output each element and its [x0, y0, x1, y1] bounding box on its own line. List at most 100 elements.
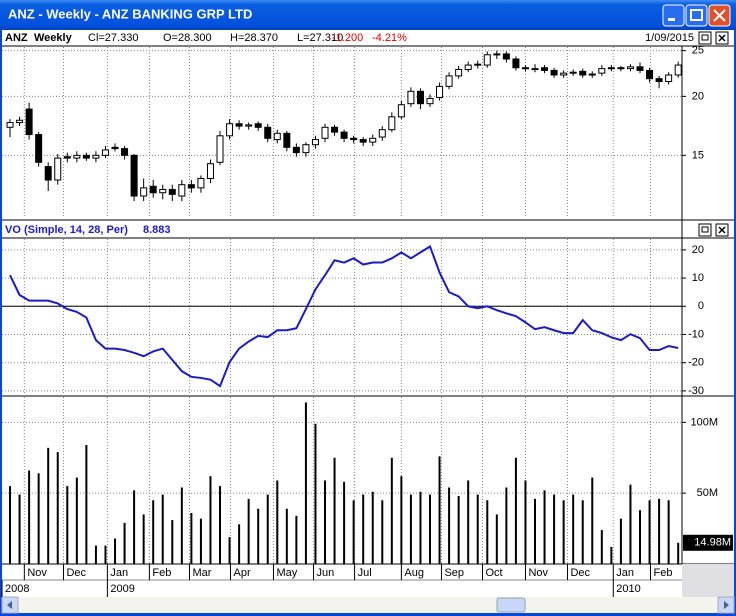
x-tick-label: Jun	[317, 567, 335, 579]
volume-bar	[562, 500, 565, 564]
value-label-box	[683, 534, 733, 551]
volume-bar	[199, 518, 202, 564]
change: -1.200	[332, 32, 363, 44]
candle-body	[44, 166, 52, 181]
candle-body	[92, 154, 100, 159]
candle-body	[455, 69, 463, 77]
volume-bar	[400, 476, 403, 564]
volume-bar	[56, 452, 59, 564]
candle-body	[588, 73, 596, 76]
candle-body	[560, 72, 568, 76]
candle-body	[483, 54, 491, 66]
candle-body	[168, 188, 176, 195]
volume-bar	[572, 494, 575, 564]
y-tick-label: 50M	[697, 487, 718, 499]
candle-body	[655, 78, 663, 83]
volume-bar	[94, 545, 97, 564]
volume-bar	[429, 494, 432, 564]
candle-body	[292, 146, 300, 154]
volume-bar	[448, 487, 451, 564]
candle-body	[397, 104, 405, 118]
volume-bar	[505, 487, 508, 564]
volume-bar	[247, 498, 250, 564]
year-label: 2010	[616, 583, 640, 595]
maximize-button[interactable]	[685, 4, 708, 27]
year-label: 2009	[110, 583, 134, 595]
title-bar	[0, 0, 736, 30]
volume-bar	[266, 494, 269, 564]
volume-bar	[161, 494, 164, 564]
candle-body	[493, 53, 501, 56]
x-tick-label: Jan	[110, 567, 128, 579]
volume-bar	[133, 490, 136, 564]
volume-bar	[18, 494, 21, 564]
volume-bar	[610, 547, 613, 564]
volume-bar	[476, 494, 479, 564]
y-tick-label: 15	[692, 149, 704, 161]
volume-bar	[114, 538, 117, 564]
open-readout: O=28.300	[163, 32, 212, 44]
volume-bar	[209, 476, 212, 564]
volume-bar	[543, 490, 546, 564]
change-pct: -4.21%	[372, 32, 407, 44]
volume-bar	[37, 473, 40, 564]
restore-pane-button[interactable]	[698, 223, 712, 237]
volume-bar	[324, 480, 327, 564]
volume-bar	[238, 524, 241, 564]
candle-body	[436, 85, 444, 98]
corner	[682, 564, 734, 597]
high-readout: H=28.370	[230, 32, 278, 44]
volume-bar	[85, 445, 88, 564]
volume-bar	[66, 486, 69, 564]
y-tick-label: 20	[692, 244, 704, 256]
candle-body	[6, 122, 14, 128]
volume-bar	[104, 545, 107, 564]
window-title: ANZ - Weekly - ANZ BANKING GRP LTD	[8, 6, 252, 21]
volume-bar	[333, 457, 336, 564]
volume-bar	[123, 522, 126, 564]
volume-bar	[28, 470, 31, 564]
volume-bar	[142, 514, 145, 564]
volume-bar	[180, 487, 183, 564]
candle-body	[674, 64, 682, 76]
symbol: ANZ	[5, 32, 28, 44]
x-tick-label: Nov	[27, 567, 47, 579]
volume-bar	[534, 498, 537, 564]
restore-pane-button[interactable]	[698, 31, 712, 45]
volume-bar	[257, 508, 260, 564]
candle-body	[331, 126, 339, 133]
volume-bar	[228, 537, 231, 564]
candle-body	[54, 157, 62, 181]
minimize-button[interactable]	[662, 4, 685, 27]
volume-bar	[352, 500, 355, 564]
candle-body	[445, 75, 453, 87]
candle-body	[378, 129, 386, 138]
volume-bar	[467, 480, 470, 564]
low-readout: L=27.310	[297, 32, 343, 44]
scrollbar[interactable]	[1, 596, 735, 614]
candle-body	[206, 163, 214, 179]
date: 1/09/2015	[645, 32, 694, 44]
candle-body	[35, 134, 43, 163]
value-label: 14.98M	[694, 537, 731, 549]
volume-bar	[553, 494, 556, 564]
candle-body	[550, 69, 558, 76]
candle-body	[426, 97, 434, 105]
volume-bar	[524, 480, 527, 564]
y-tick-label: 0	[698, 300, 704, 312]
close-button[interactable]	[708, 4, 731, 27]
candle-body	[607, 67, 615, 70]
close-pane-button[interactable]	[715, 223, 729, 237]
volume-bar	[419, 491, 422, 564]
volume-bar	[362, 494, 365, 564]
candle-body	[235, 123, 243, 127]
volume-bar	[343, 481, 346, 564]
candle-body	[121, 148, 129, 156]
candle-body	[264, 126, 272, 139]
volume-bar	[381, 500, 384, 564]
volume-bar	[648, 500, 651, 564]
close-pane-button[interactable]	[715, 31, 729, 45]
volume-bar	[409, 494, 412, 564]
volume-bar	[390, 457, 393, 564]
candle-body	[283, 132, 291, 148]
